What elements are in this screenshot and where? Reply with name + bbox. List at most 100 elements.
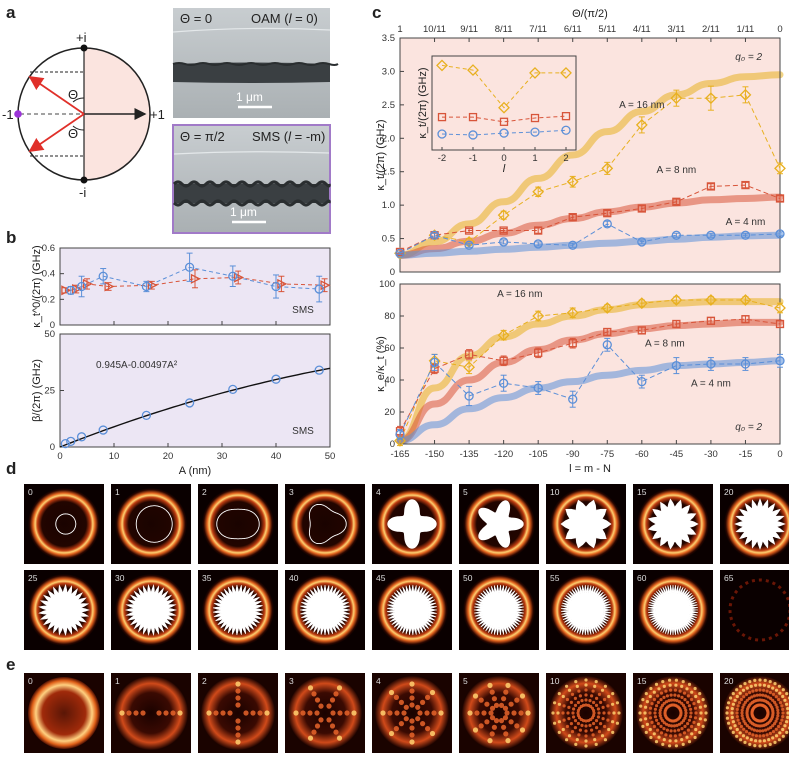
top-tick-label: 4/11 xyxy=(633,24,651,35)
mode-lobe xyxy=(644,692,648,696)
top-tick-label: 10/11 xyxy=(423,24,446,35)
mode-lobe xyxy=(758,734,762,738)
mode-lobe xyxy=(697,700,701,704)
mode-lobe xyxy=(731,702,736,706)
inset-x-tick-label: 0 xyxy=(501,153,506,164)
mode-lobe xyxy=(748,680,752,684)
y-tick-label: 0 xyxy=(390,439,395,450)
mode-lobe xyxy=(498,718,505,724)
mode-lobe xyxy=(565,738,569,742)
mode-lobe xyxy=(771,724,775,728)
mode-lobe xyxy=(763,744,767,748)
mode-lobe xyxy=(745,724,749,728)
mode-lobe xyxy=(754,688,759,692)
mode-lobe xyxy=(743,700,748,705)
mode-lobe xyxy=(743,740,747,745)
point-red xyxy=(72,284,83,295)
mode-lobe xyxy=(739,684,743,688)
mode-lobe xyxy=(508,701,514,707)
mode-lobe xyxy=(656,728,660,732)
mode-disk xyxy=(114,676,188,750)
tile-index: 25 xyxy=(28,573,38,583)
mode-lobe xyxy=(133,710,139,716)
mode-lobe xyxy=(752,728,757,732)
point-0 xyxy=(704,294,717,306)
label-a16: A = 16 nm xyxy=(497,289,542,300)
mode-lobe xyxy=(778,701,783,705)
mode-lobe xyxy=(501,696,507,702)
inset-point-0 xyxy=(498,101,510,114)
mode-lobe xyxy=(488,710,494,716)
y-axis-label: κ_t/(2π) (GHz) xyxy=(375,119,387,190)
mode-lobe xyxy=(660,719,665,723)
y-axis-label: κ_t^0/(2π) (GHz) xyxy=(31,245,43,327)
mode-tile-e: 0 xyxy=(24,673,104,753)
tile-index: 1 xyxy=(115,676,120,686)
mode-lobe xyxy=(751,689,755,693)
x-tick-label: -150 xyxy=(425,449,444,460)
mode-tile-e: 15 xyxy=(633,673,713,753)
y-tick-label: 100 xyxy=(379,279,395,290)
mode-lobe xyxy=(766,710,770,714)
mode-lobe xyxy=(584,744,588,748)
mode-lobe xyxy=(656,722,661,726)
tile-index: 15 xyxy=(637,676,647,686)
mode-lobe xyxy=(576,700,581,705)
point-blue xyxy=(141,281,152,292)
point-1 xyxy=(672,197,681,206)
mode-lobe xyxy=(140,710,146,716)
mode-lobe xyxy=(725,716,730,720)
mode-lobe xyxy=(415,716,421,722)
chart-c-top: 00.51.01.52.02.53.03.51 10/11 9/11 8/11 7/11… xyxy=(375,8,786,278)
red-vector-lower xyxy=(28,113,85,153)
mode-lobe xyxy=(438,710,444,716)
mode-lobe xyxy=(257,710,263,716)
mode-lobe xyxy=(762,734,766,738)
mode-lobe xyxy=(487,738,493,744)
mode-lobe xyxy=(648,711,652,715)
mode-lobe xyxy=(570,730,575,734)
mode-lobe xyxy=(493,718,500,724)
mode-lobe xyxy=(742,727,746,731)
mode-tile-e: 1 xyxy=(111,673,191,753)
mode-lobe xyxy=(776,708,780,712)
point-0 xyxy=(670,92,683,105)
mode-lobe xyxy=(595,696,599,701)
mode-lobe xyxy=(567,705,571,710)
mode-lobe xyxy=(731,692,735,696)
mode-lobe xyxy=(235,681,241,687)
mode-tile-d: 50 xyxy=(459,570,539,650)
mode-lobe xyxy=(675,723,679,728)
mode-lobe xyxy=(401,710,407,716)
sem-image-sms: Θ = π/2 SMS (l = -m) 1 μm xyxy=(172,124,331,234)
mode-lobe xyxy=(641,698,645,702)
mode-lobe xyxy=(754,739,758,743)
mode-lobe xyxy=(235,725,241,731)
point-blue xyxy=(184,262,195,272)
top-tick-label: 9/11 xyxy=(460,24,478,35)
mode-lobe xyxy=(574,742,578,747)
mode-lobe xyxy=(694,694,698,699)
mode-lobe xyxy=(773,700,777,705)
y-tick-label: 0.6 xyxy=(42,243,55,254)
mode-lobe xyxy=(741,705,745,710)
mode-lobe xyxy=(650,720,654,725)
mode-lobe xyxy=(318,717,324,723)
series-line-1 xyxy=(399,184,781,253)
mode-lobe xyxy=(674,739,678,743)
x-tick-label: 30 xyxy=(217,451,228,462)
top-tick-label: 8/11 xyxy=(495,24,513,35)
mode-lobe xyxy=(599,722,603,726)
mode-lobe xyxy=(740,708,744,712)
mode-lobe xyxy=(689,711,693,715)
tile-index: 40 xyxy=(289,573,299,583)
point-2 xyxy=(568,394,578,404)
mode-lobe xyxy=(693,706,698,710)
point-1 xyxy=(741,315,750,324)
mode-lobe xyxy=(750,727,754,731)
label-minus-i: -i xyxy=(79,185,86,200)
mode-lobe xyxy=(768,731,773,736)
mode-lobe xyxy=(508,719,514,725)
mode-lobe xyxy=(690,690,694,694)
mode-lobe xyxy=(307,685,314,691)
